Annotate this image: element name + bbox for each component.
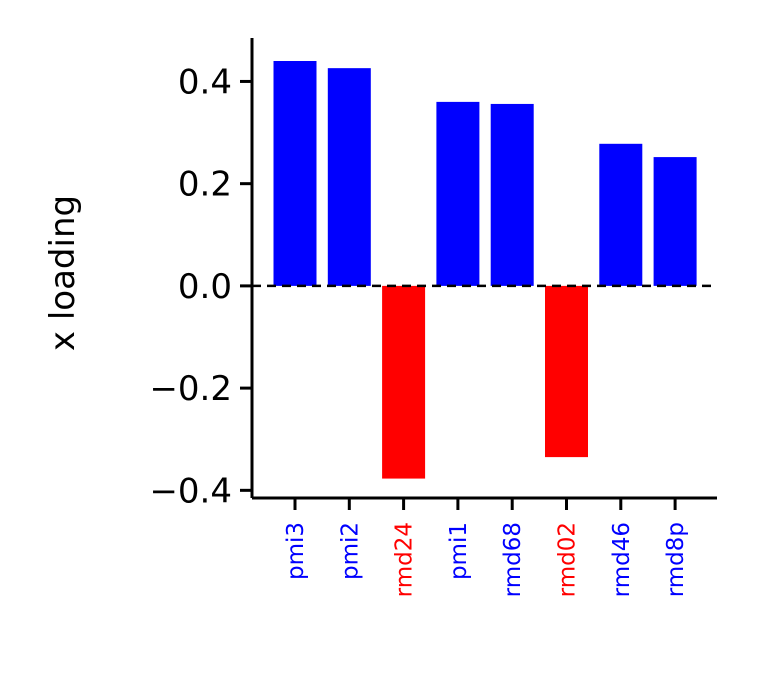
y-tick-label: 0.2 <box>178 165 232 205</box>
bar-pmi1 <box>436 101 480 286</box>
y-tick-label: 0.0 <box>178 267 232 307</box>
y-axis-title: x loading <box>43 195 83 351</box>
x-tick-label-pmi3: pmi3 <box>283 522 309 580</box>
x-tick-label-pmi1: pmi1 <box>446 522 472 580</box>
bars-group <box>273 61 697 479</box>
bar-rmd46 <box>599 143 643 286</box>
x-tick-label-rmd46: rmd46 <box>609 522 635 597</box>
y-tick-label: −0.4 <box>149 471 232 511</box>
bar-rmd8p <box>653 157 697 286</box>
x-tick-label-pmi2: pmi2 <box>337 522 363 580</box>
x-tick-label-rmd8p: rmd8p <box>663 522 689 597</box>
y-ticks-group: −0.4 −0.2 0.0 0.2 0.4 <box>149 62 252 511</box>
bar-rmd02 <box>545 285 588 458</box>
bar-pmi3 <box>273 61 317 286</box>
y-tick-label: −0.2 <box>149 369 232 409</box>
x-tick-label-rmd02: rmd02 <box>555 522 581 597</box>
x-tick-label-rmd24: rmd24 <box>392 522 418 597</box>
y-tick-label: 0.4 <box>178 62 232 102</box>
bar-rmd68 <box>490 103 534 286</box>
x-tick-label-rmd68: rmd68 <box>500 522 526 597</box>
x-ticks-group: pmi3 pmi2 rmd24 pmi1 rmd68 rmd02 rmd46 rmd8p <box>283 498 689 597</box>
bar-pmi2 <box>327 68 371 286</box>
bar-rmd24 <box>382 285 426 479</box>
